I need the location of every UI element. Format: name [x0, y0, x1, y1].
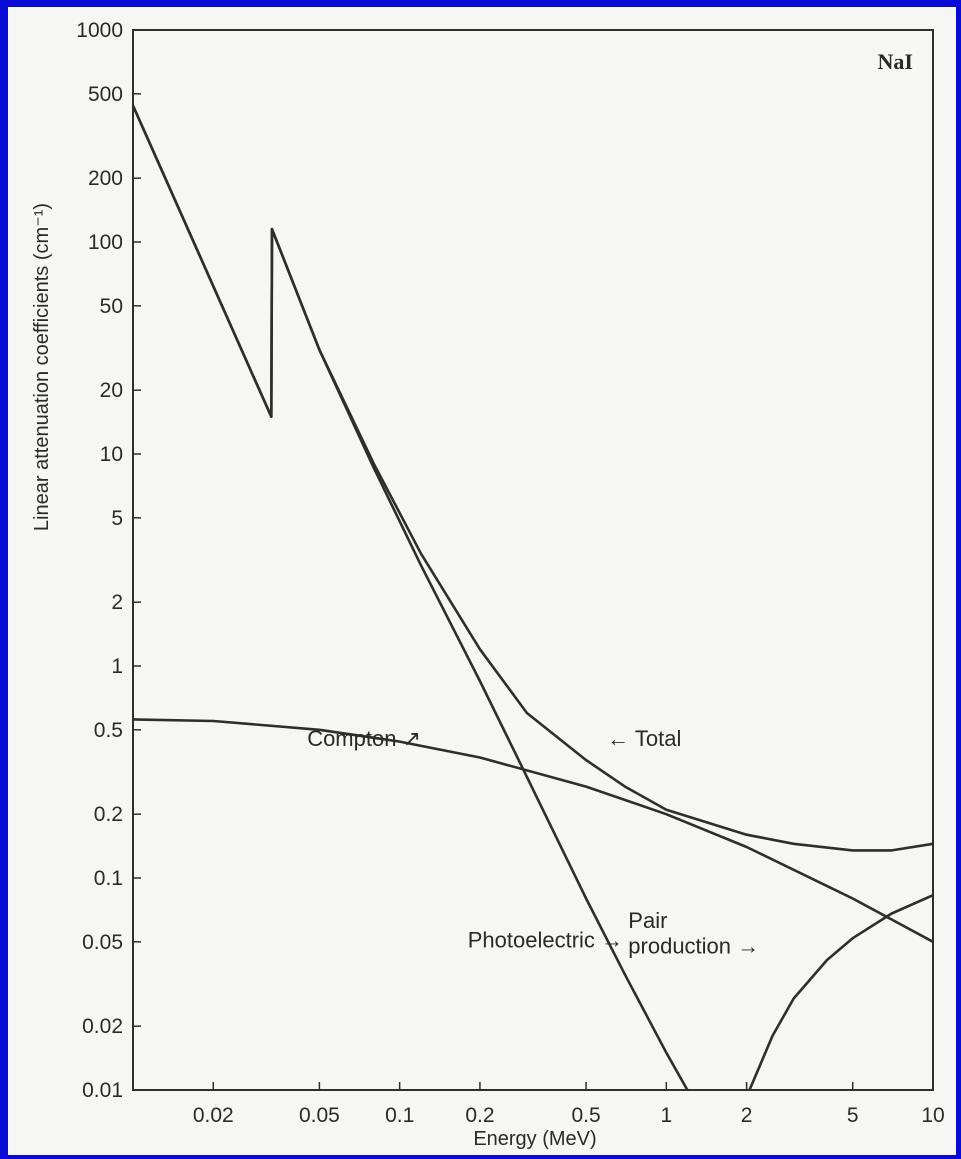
- attenuation-chart: 1000 500 200 100 50 20 10 5 2 1 0.5 0.2 0.1 0.05 0.02 0…: [31, 19, 945, 1150]
- x-tick-label: 0.2: [465, 1104, 494, 1127]
- x-axis-title: Energy (MeV): [473, 1128, 596, 1150]
- y-tick-label: 10: [100, 443, 123, 466]
- y-tick-label: 0.02: [82, 1015, 123, 1038]
- x-tick-label: 0.5: [571, 1104, 600, 1127]
- y-tick-label: 20: [100, 379, 123, 402]
- y-tick-label: 0.2: [94, 803, 123, 826]
- y-tick-label: 0.05: [82, 931, 123, 954]
- x-tick-label: 0.1: [385, 1104, 414, 1127]
- plot-frame: [132, 29, 934, 1091]
- axes: 1000 500 200 100 50 20 10 5 2 1 0.5 0.2 0.1 0.05 0.02 0…: [76, 19, 944, 1127]
- x-tick-label: 0.02: [193, 1104, 234, 1127]
- series-photoelectric-line: [131, 105, 689, 1091]
- chart-panel: 1000 500 200 100 50 20 10 5 2 1 0.5 0.2 0.1 0.05 0.02 0…: [8, 7, 956, 1155]
- y-tick-label: 50: [100, 295, 123, 318]
- x-tick-label: 10: [921, 1104, 944, 1127]
- x-tick-label: 1: [660, 1104, 672, 1127]
- y-tick-label: 0.5: [94, 719, 123, 742]
- series-total-line: [131, 105, 934, 852]
- y-tick-label: 500: [88, 83, 123, 106]
- series-compton-line: [132, 718, 934, 943]
- annotation-total: ← Total: [607, 726, 681, 751]
- series-lines: [131, 105, 934, 1091]
- x-tick-label: 0.05: [299, 1104, 340, 1127]
- y-tick-label: 0.1: [94, 867, 123, 890]
- y-tick-label: 5: [111, 507, 123, 530]
- annotation-pair: Pair: [628, 908, 667, 933]
- y-tick-label: 1000: [76, 19, 123, 42]
- series-pair-production-line: [748, 894, 934, 1091]
- annotation-production: production →: [628, 934, 759, 959]
- x-tick-label: 2: [741, 1104, 753, 1127]
- material-label: NaI: [878, 49, 913, 74]
- y-tick-label: 1: [111, 655, 123, 678]
- annotation-compton: Compton ↗: [307, 726, 421, 751]
- y-tick-label: 2: [111, 591, 123, 614]
- y-tick-label: 200: [88, 167, 123, 190]
- y-tick-label: 100: [88, 231, 123, 254]
- annotations: Compton ↗ ← Total Photoelectric →Pairprodu…: [307, 726, 759, 959]
- y-tick-label: 0.01: [82, 1079, 123, 1102]
- y-axis-title: Linear attenuation coefficients (cm⁻¹): [31, 203, 53, 531]
- x-tick-label: 5: [847, 1104, 859, 1127]
- annotation-photoelectric: Photoelectric →: [468, 928, 623, 953]
